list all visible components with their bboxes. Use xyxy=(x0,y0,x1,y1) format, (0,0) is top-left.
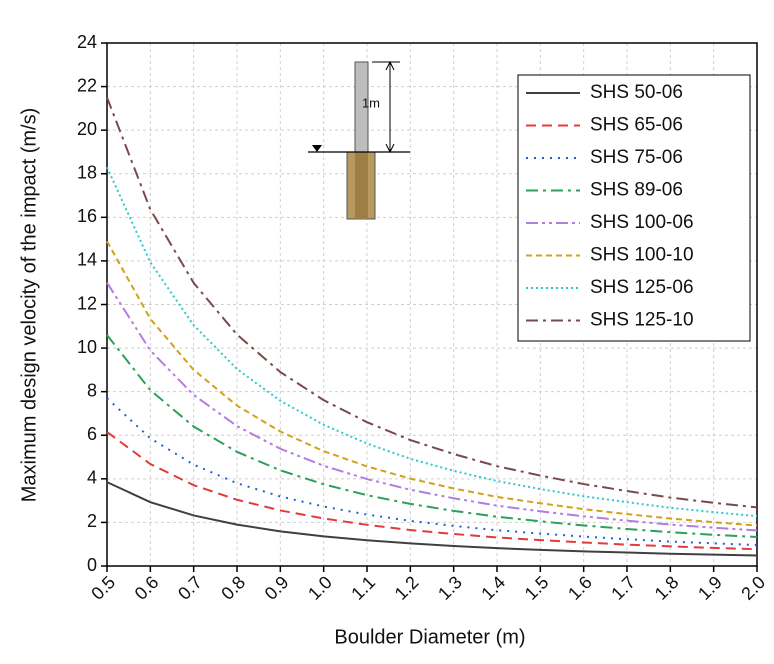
x-tick-label: 1.2 xyxy=(391,572,423,604)
y-tick-label: 14 xyxy=(77,250,97,270)
y-tick-label: 24 xyxy=(77,32,97,52)
y-tick-label: 16 xyxy=(77,206,97,226)
x-tick-label: 1.6 xyxy=(564,572,596,604)
legend-label: SHS 89-06 xyxy=(590,180,683,201)
x-tick-label: 1.3 xyxy=(434,572,466,604)
legend-label: SHS 75-06 xyxy=(590,147,683,168)
y-tick-label: 2 xyxy=(87,511,97,531)
legend-label: SHS 50-06 xyxy=(590,82,683,103)
x-tick-label: 2.0 xyxy=(737,572,769,604)
x-tick-label: 1.1 xyxy=(347,572,379,604)
legend-label: SHS 100-10 xyxy=(590,245,694,266)
ground-marker xyxy=(312,145,322,152)
legend-label: SHS 65-06 xyxy=(590,115,683,136)
x-tick-label: 1.9 xyxy=(694,572,726,604)
series-line xyxy=(106,431,758,551)
dim-arrow xyxy=(385,60,395,154)
x-tick-label: 1.8 xyxy=(651,572,683,604)
series-line xyxy=(106,166,758,518)
y-axis-label: Maximum design velocity of the impact (m… xyxy=(18,108,40,503)
inset-diagram: 1m xyxy=(308,60,410,220)
x-tick-label: 1.4 xyxy=(477,572,509,604)
series-line xyxy=(106,481,758,557)
x-tick-label: 1.7 xyxy=(607,572,639,604)
pile-core xyxy=(355,152,368,219)
y-tick-label: 22 xyxy=(77,75,97,95)
y-tick-label: 4 xyxy=(87,468,97,488)
x-tick-label: 0.9 xyxy=(261,572,293,604)
x-axis-label: Boulder Diameter (m) xyxy=(334,626,525,648)
legend-label: SHS 125-10 xyxy=(590,310,694,331)
y-tick-label: 0 xyxy=(87,555,97,575)
series-line xyxy=(106,334,758,539)
y-tick-label: 8 xyxy=(87,380,97,400)
x-tick-label: 0.6 xyxy=(131,572,163,604)
y-tick-label: 20 xyxy=(77,119,97,139)
legend-box xyxy=(517,74,751,342)
x-tick-label: 1.0 xyxy=(304,572,336,604)
legend-label: SHS 125-06 xyxy=(590,277,694,298)
series-line xyxy=(106,240,758,527)
y-tick-label: 12 xyxy=(77,293,97,313)
legend-label: SHS 100-06 xyxy=(590,212,694,233)
x-tick-label: 0.5 xyxy=(87,572,119,604)
dim-label: 1m xyxy=(362,95,380,110)
x-tick-label: 1.5 xyxy=(521,572,553,604)
y-tick-label: 18 xyxy=(77,163,97,183)
plot-frame xyxy=(106,42,758,567)
x-tick-label: 0.7 xyxy=(174,572,206,604)
y-tick-label: 6 xyxy=(87,424,97,444)
y-tick-label: 10 xyxy=(77,337,97,357)
x-tick-label: 0.8 xyxy=(217,572,249,604)
